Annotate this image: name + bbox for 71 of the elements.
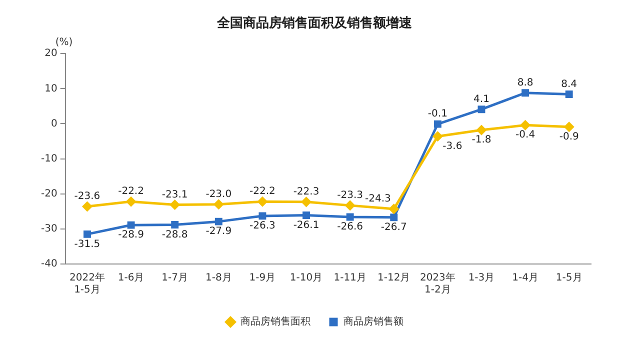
data-label: -28.9 [118, 230, 144, 241]
point [478, 106, 486, 114]
point [126, 196, 136, 206]
data-label: 4.1 [474, 94, 490, 105]
point [127, 221, 135, 229]
point [171, 221, 179, 228]
y-tick-label: -10 [40, 153, 58, 164]
point [346, 213, 354, 221]
data-label: -1.8 [472, 134, 492, 146]
point [214, 200, 224, 210]
y-tick-label: -30 [40, 224, 58, 235]
y-tick-label: 20 [44, 48, 58, 60]
point [84, 230, 91, 238]
point [434, 120, 442, 128]
chart-title: 全国商品房销售面积及销售额增速 [216, 15, 413, 32]
data-label: -31.5 [74, 238, 100, 250]
y-tick-label: 10 [44, 83, 58, 94]
point [302, 212, 310, 219]
point [345, 200, 355, 210]
point [258, 196, 268, 206]
data-label: -22.2 [118, 186, 144, 198]
point [565, 90, 573, 98]
point [520, 120, 530, 130]
y-tick-label: 0 [50, 118, 58, 130]
point [389, 204, 399, 214]
data-label: -23.3 [337, 190, 364, 202]
data-label: -22.3 [293, 186, 320, 198]
point [564, 122, 574, 132]
x-tick-label: 1-3月 [468, 272, 495, 284]
data-label: -27.9 [206, 226, 232, 238]
data-label: -0.9 [559, 131, 579, 142]
x-tick-label: 2022年 1-5月 [70, 272, 105, 296]
data-label: -0.4 [516, 130, 536, 141]
x-tick-label: 2023年 1-2月 [420, 272, 456, 296]
point [170, 200, 180, 210]
point [302, 197, 312, 207]
data-label: -26.7 [380, 222, 407, 233]
point [522, 89, 530, 97]
data-label: -0.1 [428, 108, 448, 120]
data-label: -26.3 [250, 220, 276, 232]
data-label: -23.1 [162, 189, 188, 200]
data-label: -26.1 [293, 220, 320, 231]
data-label: -24.3 [365, 194, 391, 205]
x-tick-label: 1-5月 [556, 272, 582, 284]
x-tick-label: 1-4月 [512, 272, 538, 284]
x-tick-label: 1-10月 [290, 272, 323, 284]
point [390, 214, 398, 222]
x-tick-label: 1-7月 [162, 272, 188, 284]
y-tick-label: -20 [40, 188, 58, 200]
point [258, 212, 266, 220]
legend-label: 商品房销售面积 [240, 316, 310, 328]
data-label: -22.2 [250, 186, 276, 198]
data-label: -28.8 [162, 229, 188, 240]
data-label: -3.6 [442, 140, 462, 152]
legend-label: 商品房销售额 [344, 316, 404, 328]
point [82, 202, 92, 212]
data-label: -23.6 [74, 191, 100, 202]
data-label: 8.4 [561, 78, 578, 90]
point [214, 218, 222, 226]
x-tick-label: 1-9月 [249, 272, 276, 284]
x-tick-label: 1-12月 [378, 272, 410, 284]
y-axis-title: (%) [55, 37, 73, 48]
point [432, 132, 442, 142]
data-label: -26.6 [337, 222, 364, 233]
x-tick-label: 1-6月 [118, 272, 144, 284]
y-tick-label: -40 [40, 258, 58, 270]
x-tick-label: 1-11月 [334, 272, 366, 284]
point [476, 125, 486, 135]
x-tick-label: 1-8月 [205, 272, 232, 284]
data-label: -23.0 [206, 188, 232, 200]
data-label: 8.8 [517, 77, 534, 88]
